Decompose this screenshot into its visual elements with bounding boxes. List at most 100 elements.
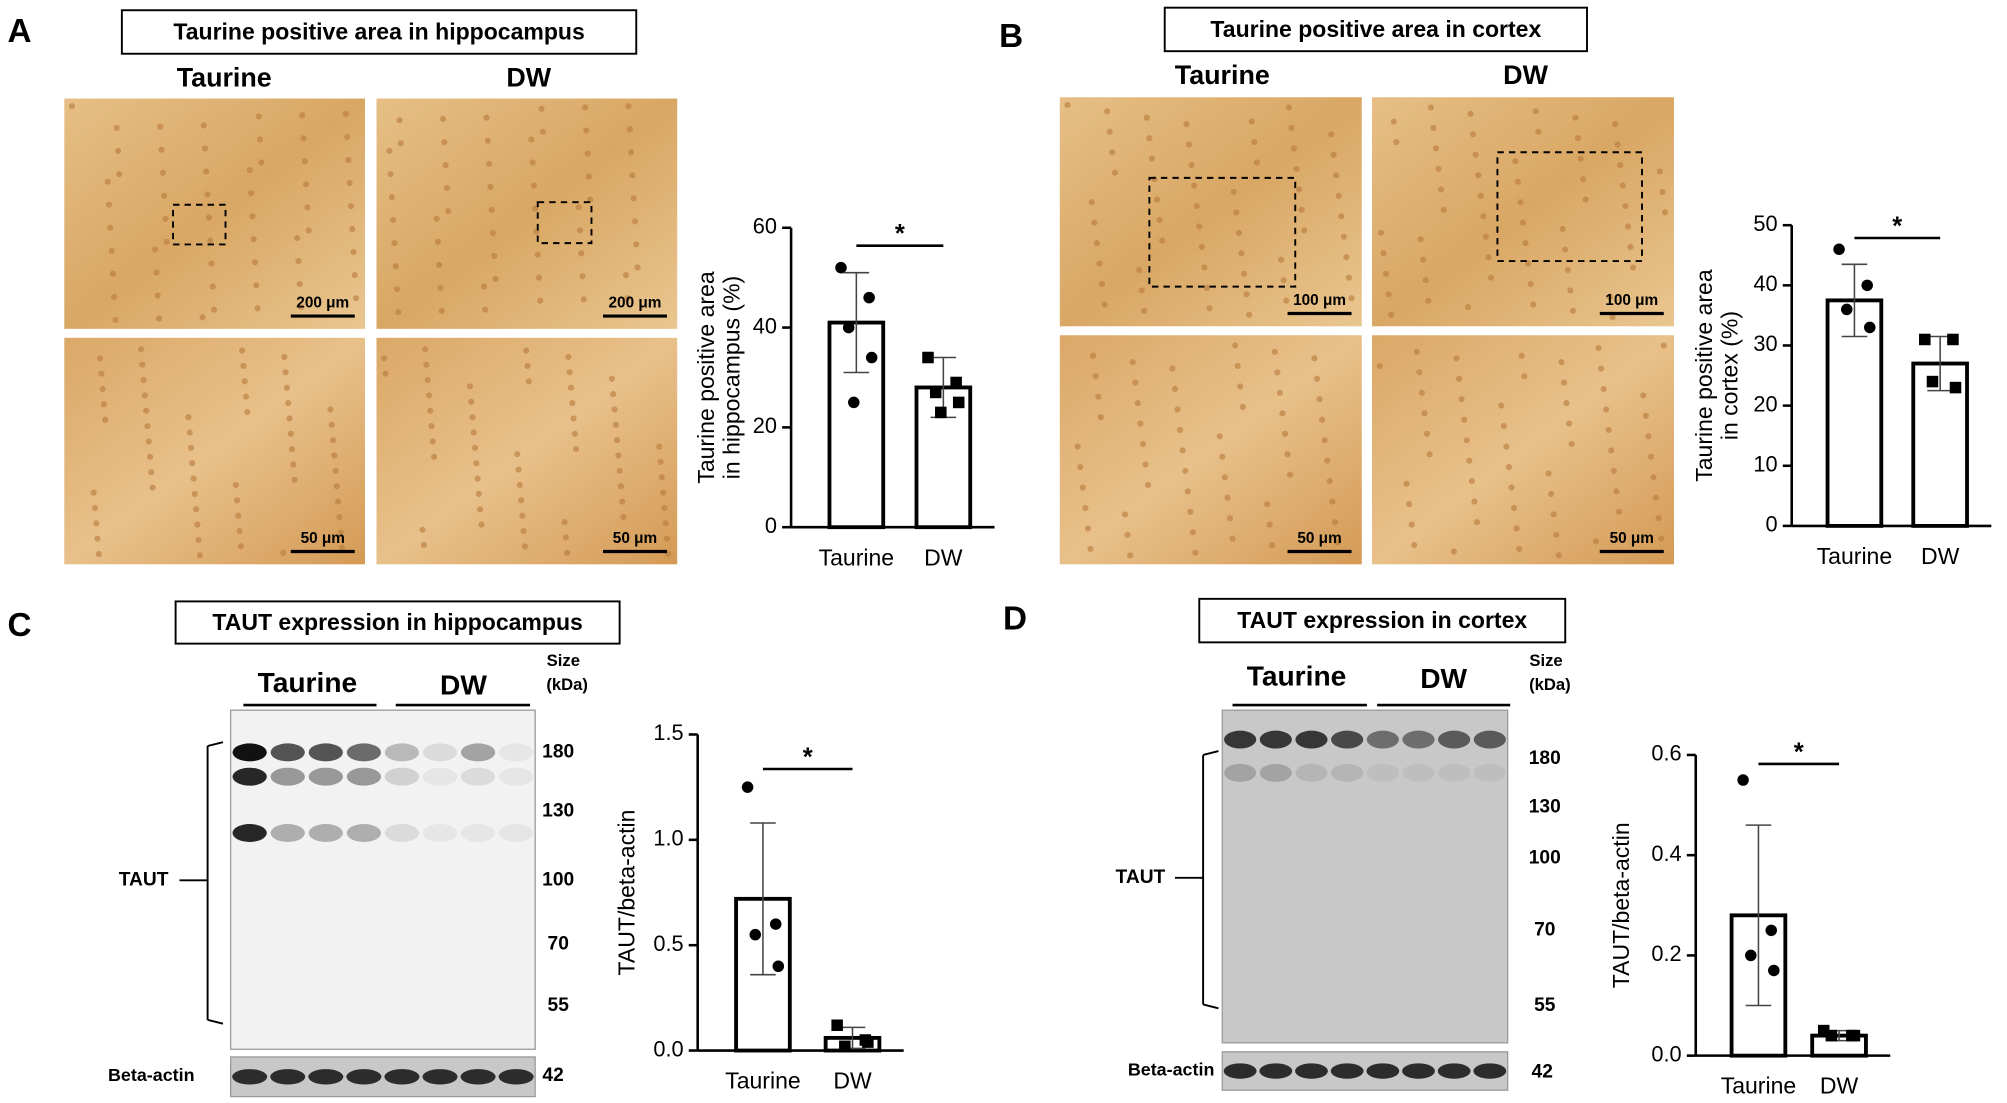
cell (612, 421, 619, 428)
cell (290, 461, 297, 468)
cell (569, 399, 576, 407)
cell (1482, 233, 1489, 240)
cell (337, 529, 344, 536)
cell (1343, 254, 1350, 261)
cell (97, 355, 104, 362)
cell (1659, 188, 1666, 196)
lane-group-label: DW (440, 670, 487, 701)
cell (1301, 227, 1308, 234)
cell (256, 136, 264, 143)
cell (520, 527, 527, 535)
size-label: 70 (1534, 919, 1555, 940)
y-tick-label: 20 (1753, 391, 1777, 416)
band (1473, 1063, 1507, 1079)
cell (1645, 433, 1652, 440)
bracket (1202, 750, 1219, 756)
data-point (1864, 321, 1876, 334)
cell (1290, 145, 1298, 152)
cell (433, 215, 440, 222)
zoom-box (536, 201, 593, 245)
cell (1079, 484, 1086, 491)
cell (186, 429, 193, 436)
cell (1619, 182, 1626, 189)
zoom-box (1496, 151, 1643, 262)
cell (1390, 118, 1397, 125)
cell (1592, 538, 1600, 545)
significance-label: * (1892, 213, 1902, 241)
cell (529, 159, 536, 166)
cell (1418, 389, 1425, 396)
cell (1661, 209, 1669, 216)
cell (584, 150, 591, 157)
cell (1340, 233, 1347, 240)
cell (1461, 416, 1468, 423)
cell (239, 347, 246, 354)
cell (480, 283, 488, 290)
cell (487, 183, 494, 190)
cell (1074, 443, 1081, 450)
cell (282, 369, 289, 376)
data-point (1768, 964, 1780, 977)
cell (491, 252, 498, 259)
cell (1505, 463, 1513, 471)
band (1437, 1063, 1471, 1079)
cell (191, 490, 198, 497)
cell (204, 191, 211, 198)
cell (525, 378, 532, 385)
size-label: 70 (548, 933, 569, 954)
cell (469, 414, 476, 421)
cell (210, 306, 218, 313)
cell (564, 549, 571, 556)
cell (488, 206, 495, 213)
cell (484, 137, 491, 144)
cell (1288, 124, 1295, 132)
cell (396, 117, 403, 124)
cell (189, 460, 196, 467)
y-tick-label: 50 (1753, 211, 1777, 236)
band (1366, 1063, 1400, 1079)
band (346, 824, 381, 842)
cell (1096, 260, 1103, 267)
cell (1134, 399, 1141, 407)
cell (1253, 159, 1260, 166)
cell (1326, 478, 1333, 485)
cell (1577, 155, 1584, 162)
cell (1097, 414, 1104, 421)
cell (1345, 274, 1353, 281)
cell (1416, 369, 1423, 376)
cell (193, 506, 200, 513)
cell (1376, 362, 1383, 370)
cell (1624, 223, 1632, 230)
cell (427, 407, 434, 414)
cell (1146, 135, 1153, 142)
bracket (1202, 1003, 1219, 1010)
loading-size: 42 (542, 1065, 563, 1086)
cell (1559, 225, 1566, 233)
cell (1098, 280, 1106, 288)
y-axis-label: Taurine positive area (1691, 269, 1717, 482)
cell (1331, 518, 1338, 526)
band (308, 824, 343, 842)
cell (576, 227, 584, 234)
cell (288, 446, 296, 453)
cell (1193, 202, 1200, 210)
cell (1408, 521, 1415, 528)
cell (1471, 498, 1478, 505)
cell (241, 378, 248, 385)
cell (1660, 342, 1667, 349)
cell (1438, 186, 1445, 193)
cell (1219, 453, 1226, 460)
cell (617, 483, 624, 490)
data-point (848, 396, 860, 409)
loading-size: 42 (1532, 1061, 1553, 1082)
cell (112, 316, 119, 323)
cell (301, 158, 308, 165)
cell (608, 375, 616, 382)
x-tick-label: DW (833, 1068, 872, 1094)
band-label: TAUT (119, 869, 169, 890)
cell (620, 513, 627, 521)
cell (423, 361, 430, 368)
y-tick-label: 0.5 (653, 931, 683, 956)
band (346, 743, 381, 762)
